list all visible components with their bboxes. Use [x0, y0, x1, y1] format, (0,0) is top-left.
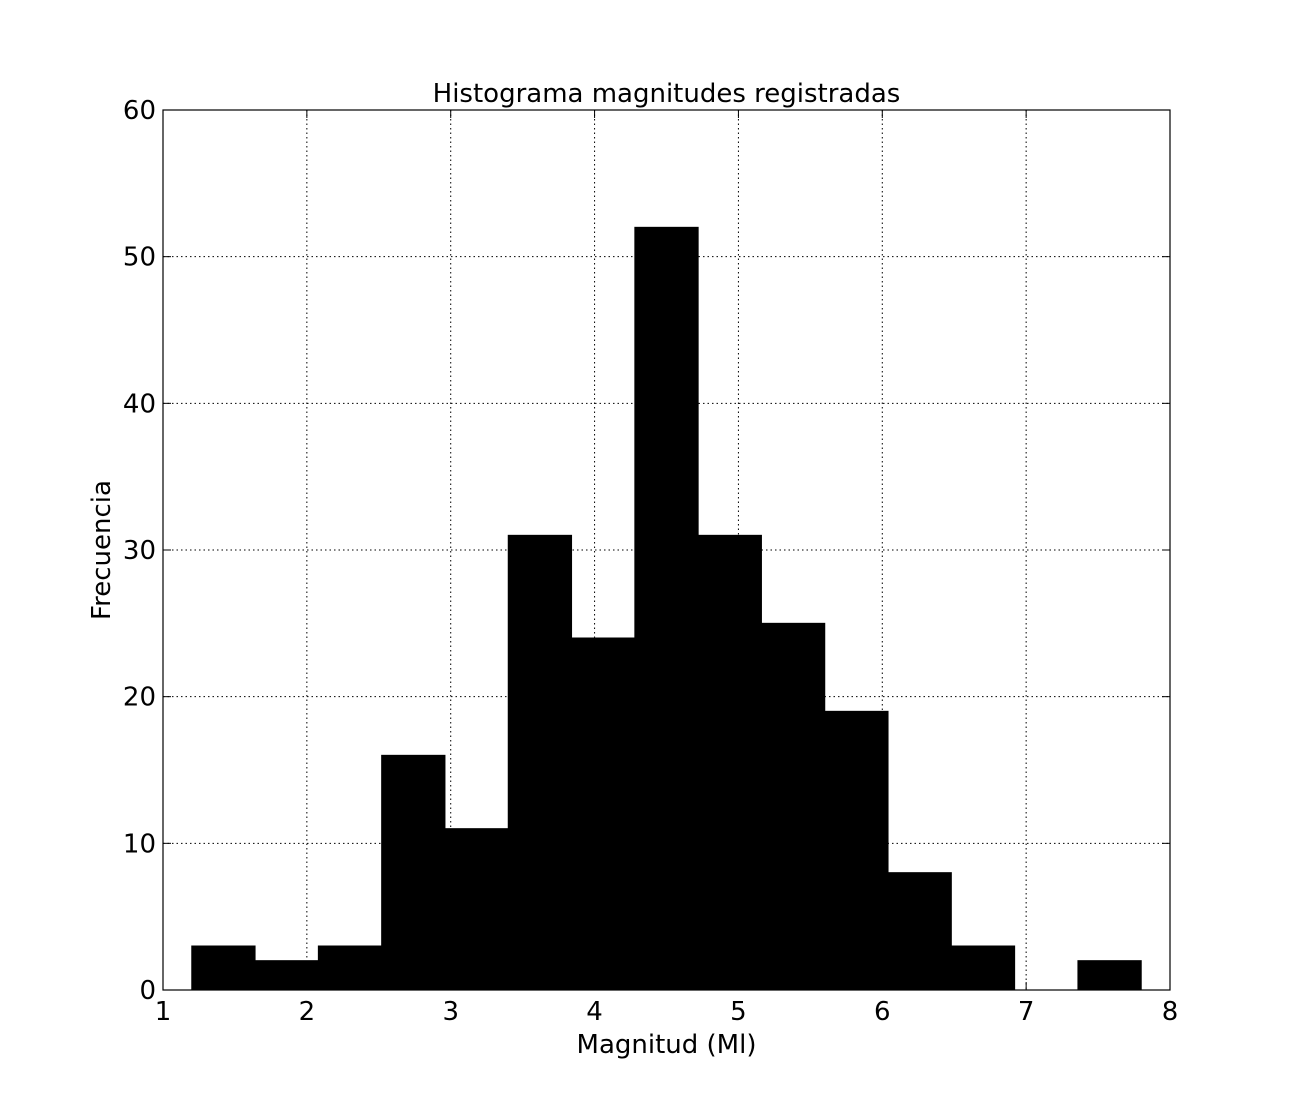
y-tick-label: 20	[123, 683, 156, 713]
histogram-bar	[191, 945, 256, 991]
histogram-bar	[887, 872, 952, 991]
histogram-bar	[507, 534, 573, 991]
histogram-bar	[571, 637, 636, 991]
histogram-bar	[317, 945, 383, 991]
x-tick-label: 3	[442, 997, 459, 1027]
y-tick-label: 0	[139, 976, 156, 1006]
histogram-bar	[697, 534, 762, 991]
y-tick-label: 10	[123, 829, 156, 859]
y-axis-title: Frecuencia	[87, 480, 117, 620]
histogram-bar	[381, 754, 446, 991]
histogram-bar	[444, 828, 509, 991]
histogram-bar	[1077, 960, 1142, 991]
histogram-bars	[191, 226, 1142, 991]
x-tick-label: 6	[874, 997, 891, 1027]
x-tick-label: 8	[1162, 997, 1179, 1027]
axis-ticks	[162, 109, 1171, 991]
histogram-bar	[950, 945, 1016, 991]
x-tick-label: 7	[1018, 997, 1035, 1027]
x-tick-label: 1	[155, 997, 172, 1027]
y-tick-label: 40	[123, 389, 156, 419]
grid-lines	[163, 110, 1170, 990]
x-tick-label: 4	[586, 997, 603, 1027]
histogram-bar	[254, 960, 319, 991]
histogram-bar	[634, 226, 699, 991]
x-axis-title: Magnitud (Ml)	[577, 1030, 757, 1060]
histogram-bar	[760, 622, 826, 991]
x-tick-label: 2	[299, 997, 316, 1027]
tick-labels: 1 2 3 4 5 6 7 8 0 10 20 30 40 50 60	[123, 96, 1178, 1027]
x-tick-label: 5	[730, 997, 747, 1027]
y-tick-label: 50	[123, 243, 156, 273]
y-tick-label: 30	[123, 536, 156, 566]
chart-title: Histograma magnitudes registradas	[433, 79, 901, 109]
y-tick-label: 60	[123, 96, 156, 126]
histogram-bar	[824, 710, 889, 991]
